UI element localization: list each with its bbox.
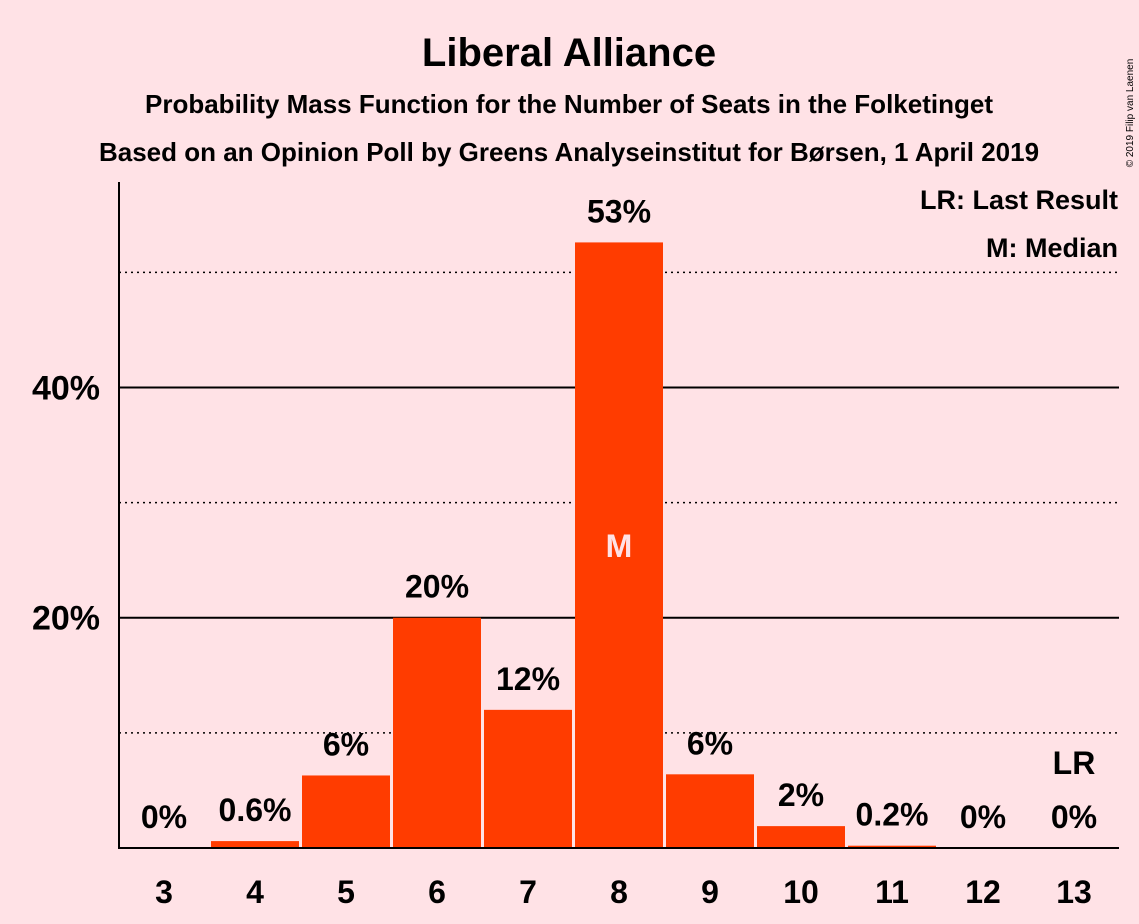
bar (393, 617, 481, 848)
copyright-text: © 2019 Filip van Laenen (1125, 59, 1136, 168)
legend-median: M: Median (986, 233, 1118, 263)
last-result-marker: LR (1053, 745, 1096, 781)
bar (757, 826, 845, 848)
chart-source: Based on an Opinion Poll by Greens Analy… (99, 137, 1039, 167)
data-label: 12% (496, 661, 560, 697)
x-tick-label: 4 (246, 874, 264, 910)
data-label: 0% (960, 799, 1006, 835)
x-tick-label: 5 (337, 874, 355, 910)
data-label: 0.2% (856, 797, 929, 833)
bar (302, 775, 390, 848)
data-label: 6% (687, 725, 733, 761)
data-label: 2% (778, 777, 824, 813)
data-label: 0.6% (219, 792, 292, 828)
data-label: 20% (405, 569, 469, 605)
legend-last-result: LR: Last Result (920, 185, 1118, 215)
bar (848, 845, 936, 848)
bars (211, 242, 936, 848)
y-tick-label: 20% (32, 600, 100, 638)
x-tick-label: 13 (1056, 874, 1092, 910)
chart-subtitle: Probability Mass Function for the Number… (145, 89, 993, 119)
x-tick-label: 9 (701, 874, 719, 910)
bar (666, 774, 754, 848)
median-marker: M (606, 528, 633, 564)
bar (575, 242, 663, 848)
x-tick-label: 3 (155, 874, 173, 910)
x-tick-label: 11 (875, 874, 909, 910)
x-tick-label: 8 (610, 874, 628, 910)
data-label: 0% (141, 799, 187, 835)
y-tick-label: 40% (32, 369, 100, 407)
bar (211, 841, 299, 848)
x-tick-label: 7 (519, 874, 537, 910)
data-label: 0% (1051, 799, 1097, 835)
x-axis-ticks: 3 4 5 6 7 8 9 10 11 12 13 (155, 874, 1092, 910)
y-axis-ticks: 20% 40% (32, 369, 100, 637)
bar (484, 709, 572, 848)
data-labels: 0% 0.6% 6% 20% 12% 53% M 6% 2% 0.2% 0% 0% LR (141, 193, 1097, 835)
data-label: 6% (323, 726, 369, 762)
x-tick-label: 10 (783, 874, 819, 910)
chart-title: Liberal Alliance (422, 31, 716, 75)
x-tick-label: 12 (965, 874, 1001, 910)
data-label: 53% (587, 193, 651, 229)
x-tick-label: 6 (428, 874, 446, 910)
